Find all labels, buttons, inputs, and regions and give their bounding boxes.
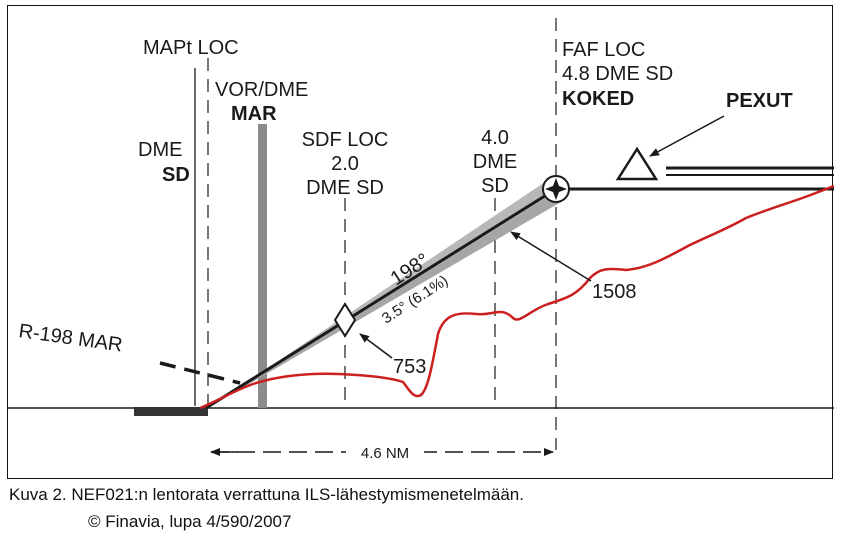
faf-koked-label: KOKED [562, 88, 634, 110]
sdf-loc-label: SDF LOC [302, 129, 389, 151]
pexut-label: PEXUT [726, 90, 793, 112]
runway-block [134, 407, 208, 416]
dme40-dme: DME [473, 151, 517, 173]
altitude-1508-label: 1508 [592, 281, 637, 303]
mar-bar [258, 124, 267, 408]
dme-sd-label-dme: DME [138, 139, 182, 161]
pexut-triangle [615, 146, 659, 181]
r198-mar-label: R-198 MAR [17, 320, 124, 356]
vor-dme-label: VOR/DME [215, 79, 308, 101]
sdf-loc-distance: 2.0 [331, 153, 359, 175]
approach-profile-figure: MAPt LOC VOR/DME MAR DME SD SDF LOC 2.0 … [7, 5, 834, 479]
sdf-loc-dme-sd: DME SD [306, 177, 384, 199]
distance-label-bg [346, 440, 424, 464]
caption-title: Kuva 2. NEF021:n lentorata verrattuna IL… [9, 485, 524, 504]
sdf-diamond [333, 302, 357, 338]
glidepath-line [205, 187, 557, 410]
altitude-753-label: 753 [393, 356, 426, 378]
faf-fix-symbol [542, 175, 570, 203]
dme40-sd: SD [481, 175, 509, 197]
faf-loc-label: FAF LOC [562, 39, 645, 61]
r198-dashed-line [159, 361, 241, 385]
dme40-value: 4.0 [481, 127, 509, 149]
mar-label: MAR [231, 103, 277, 125]
mapt-loc-label: MAPt LOC [143, 37, 239, 59]
faf-dme-sd-label: 4.8 DME SD [562, 63, 673, 85]
caption-copyright: © Finavia, lupa 4/590/2007 [88, 512, 292, 531]
approach-profile-diagram: MAPt LOC VOR/DME MAR DME SD SDF LOC 2.0 … [8, 18, 834, 464]
pexut-leader-arrow [649, 115, 725, 157]
dme-sd-label-sd: SD [162, 164, 190, 186]
alt-753-leader-arrow [359, 333, 393, 359]
alt-1508-leader-arrow [510, 231, 592, 282]
distance-label: 4.6 NM [361, 445, 409, 462]
flight-track-line [199, 184, 834, 410]
